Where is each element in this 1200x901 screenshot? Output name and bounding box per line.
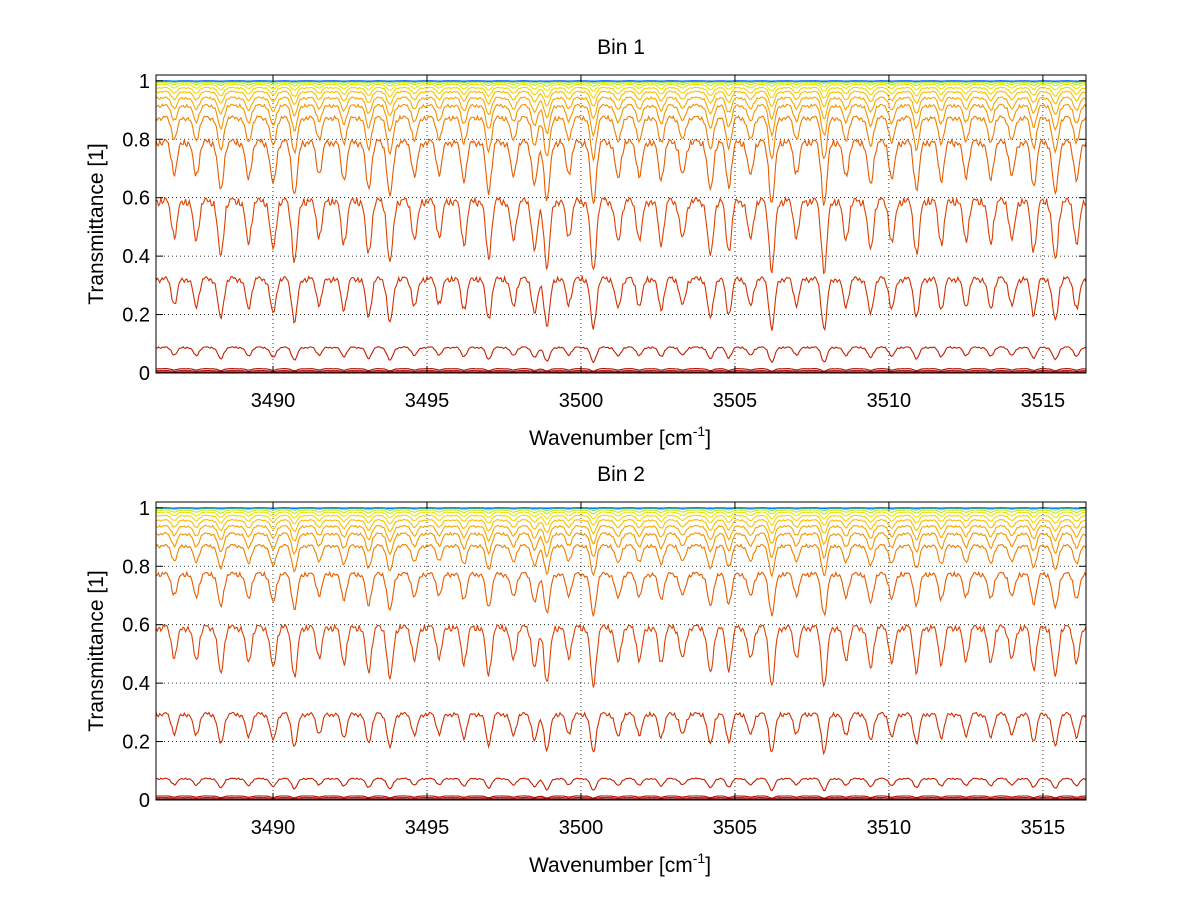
y-tick-label: 0.6 <box>122 615 150 637</box>
x-ticks: 3490 3495 3500 3505 3510 3515 <box>251 75 1065 412</box>
series-line <box>156 83 1087 92</box>
y-tick-label: 0.4 <box>122 673 150 695</box>
series-line <box>155 518 1087 535</box>
series-line <box>155 90 1087 108</box>
x-tick-label: 3510 <box>867 817 912 839</box>
series-line <box>155 623 1087 688</box>
series-line <box>155 507 1087 512</box>
series-line <box>155 570 1087 618</box>
y-tick-label: 0 <box>139 363 150 385</box>
y-tick-label: 0.6 <box>122 188 150 210</box>
x-tick-label: 3500 <box>559 390 604 412</box>
series-line <box>155 511 1087 520</box>
y-tick-label: 0 <box>139 790 150 812</box>
chart-title: Bin 1 <box>597 36 645 59</box>
series-line <box>155 514 1087 527</box>
y-ticks: 0 0.2 0.4 0.6 0.8 1 <box>122 498 1086 812</box>
x-axis-label: Wavenumber [cm-1] <box>529 423 711 450</box>
y-axis-label: Transmittance [1] <box>85 143 108 304</box>
x-tick-label: 3515 <box>1021 390 1066 412</box>
x-tick-label: 3505 <box>713 390 758 412</box>
chart-panel-bin-1: Bin 1 3490 3495 3500 3505 3510 3515 0 0.2 0.4 0.… <box>85 36 1087 450</box>
x-tick-label: 3490 <box>251 390 296 412</box>
series-line <box>155 798 1087 801</box>
series-line <box>155 114 1087 163</box>
series-line <box>155 524 1087 546</box>
series-line <box>155 531 1087 559</box>
chart-title: Bin 2 <box>597 463 645 486</box>
series-line <box>155 543 1087 578</box>
series-line <box>155 509 1087 515</box>
series-line <box>155 371 1086 374</box>
series-line <box>155 710 1087 756</box>
x-tick-label: 3495 <box>405 817 450 839</box>
x-tick-label: 3490 <box>251 817 296 839</box>
chart-panel-bin-2: Bin 2 3490 3495 3500 3505 3510 3515 0 0.2 0.4 0.… <box>85 463 1087 877</box>
y-tick-label: 0.2 <box>122 732 150 754</box>
y-tick-label: 0.2 <box>122 305 150 327</box>
y-tick-label: 0.8 <box>122 129 150 151</box>
y-tick-label: 0.4 <box>122 246 150 268</box>
series-line <box>156 80 1086 84</box>
x-tick-label: 3505 <box>713 817 758 839</box>
series-group <box>155 507 1087 801</box>
series-line <box>155 795 1087 799</box>
series-line <box>155 274 1087 332</box>
series-line <box>156 370 1086 373</box>
y-tick-label: 1 <box>139 71 150 93</box>
y-ticks: 0 0.2 0.4 0.6 0.8 1 <box>122 71 1086 385</box>
series-line <box>155 102 1087 138</box>
x-tick-label: 3500 <box>559 817 604 839</box>
y-axis-label: Transmittance [1] <box>85 570 108 731</box>
x-tick-label: 3495 <box>405 390 450 412</box>
series-line <box>155 345 1087 364</box>
x-tick-label: 3515 <box>1021 817 1066 839</box>
x-ticks: 3490 3495 3500 3505 3510 3515 <box>251 502 1065 839</box>
x-tick-label: 3510 <box>867 390 912 412</box>
x-axis-label: Wavenumber [cm-1] <box>529 850 711 877</box>
series-line <box>155 86 1087 99</box>
plot-frame <box>155 74 1087 374</box>
series-line <box>155 797 1086 800</box>
y-tick-label: 0.8 <box>122 556 150 578</box>
plot-frame <box>155 501 1087 801</box>
series-group <box>155 80 1087 374</box>
series-line <box>155 95 1087 121</box>
series-line <box>155 777 1087 792</box>
y-tick-label: 1 <box>139 498 150 520</box>
series-line <box>155 195 1087 275</box>
series-line <box>155 368 1087 372</box>
series-line <box>155 137 1087 206</box>
series-line <box>155 82 1087 87</box>
plot-area <box>156 502 1086 800</box>
